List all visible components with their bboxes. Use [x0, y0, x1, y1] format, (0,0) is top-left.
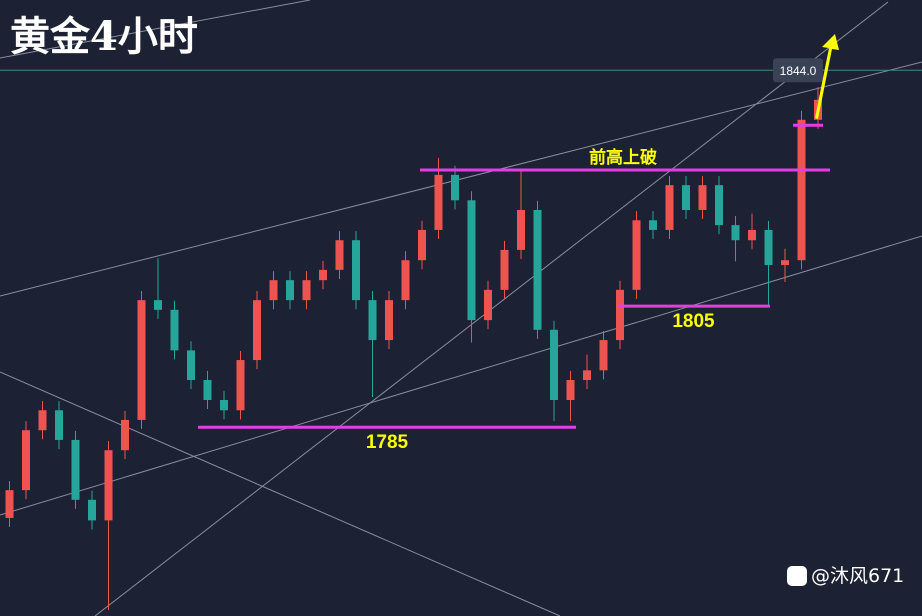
- trend-line: [0, 371, 561, 616]
- candle-body: [682, 185, 690, 210]
- candle-body: [385, 300, 393, 341]
- candle-body: [533, 209, 542, 330]
- candle-body: [335, 240, 344, 270]
- price-tag-text: 1844.0: [780, 64, 817, 78]
- candle-body: [632, 220, 641, 290]
- candle-body: [5, 490, 14, 518]
- candle-body: [484, 289, 492, 321]
- candle-body: [203, 380, 212, 400]
- candle-body: [550, 329, 558, 400]
- level-label: 1785: [366, 432, 409, 453]
- candle-body: [797, 119, 806, 261]
- candle-body: [55, 410, 63, 440]
- candle-body: [616, 289, 624, 341]
- candle-body: [22, 430, 30, 491]
- candle-body: [500, 249, 509, 290]
- candle-body: [748, 229, 756, 241]
- candle-body: [434, 174, 443, 230]
- candle-body: [418, 229, 426, 261]
- arrow: [815, 34, 839, 119]
- candle-body: [665, 185, 674, 230]
- watermark-text: @沐风671: [811, 565, 904, 587]
- candle-body: [253, 300, 261, 361]
- candle-body: [88, 499, 96, 521]
- level-label: 1805: [672, 311, 715, 332]
- candle-body: [368, 300, 377, 341]
- candle-body: [220, 399, 228, 411]
- candle-body: [236, 360, 245, 411]
- candle-body: [319, 269, 327, 281]
- candle-body: [286, 280, 294, 301]
- trend-line: [0, 61, 922, 297]
- candle-body: [781, 260, 789, 266]
- candle-body: [137, 300, 146, 420]
- candle-body: [121, 419, 129, 451]
- candle-body: [352, 240, 360, 301]
- watermark-icon: [787, 566, 807, 586]
- candle-body: [104, 450, 113, 521]
- candle-body: [154, 300, 162, 310]
- candle-body: [302, 280, 311, 301]
- chart-title: 黄金4小时: [10, 13, 198, 60]
- level-label: 前高上破: [589, 147, 657, 167]
- candle-body: [467, 200, 476, 321]
- candle-body: [71, 439, 80, 500]
- candle-body: [583, 370, 591, 381]
- candle-body: [599, 340, 608, 371]
- candle-body: [731, 225, 740, 241]
- candle-body: [451, 174, 459, 201]
- candle-body: [517, 209, 525, 250]
- candle-body: [269, 280, 278, 301]
- candle-body: [764, 229, 773, 266]
- candle-body: [715, 185, 723, 226]
- candle-body: [170, 309, 179, 351]
- price-tag: [773, 58, 823, 83]
- candle-body: [401, 260, 410, 301]
- plot: 1844.0 1785 1805 前高上破: [0, 58, 922, 610]
- trend-line: [0, 0, 311, 59]
- watermark: @沐风671: [787, 565, 904, 587]
- candle-body: [38, 410, 47, 431]
- candle-body: [566, 380, 575, 400]
- candle-body: [698, 185, 707, 210]
- candle-body: [649, 220, 657, 230]
- candle-body: [187, 350, 195, 381]
